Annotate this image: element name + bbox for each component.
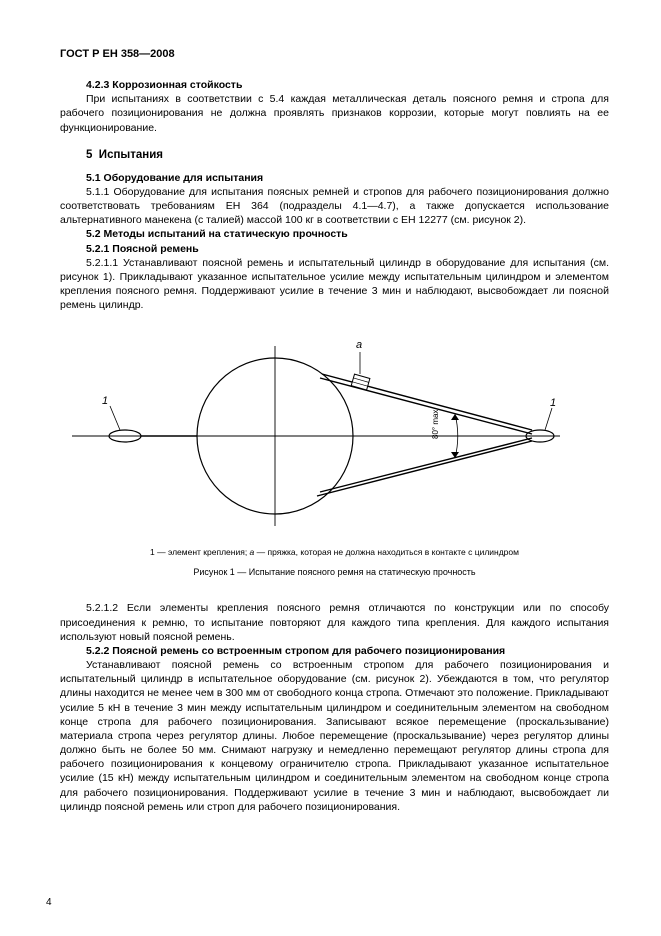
section-5-2-2-body: Устанавливают поясной ремень со встроенн…: [60, 658, 609, 814]
figure-1: 1 1 a: [60, 326, 609, 541]
section-5-2-1-heading: 5.2.1 Поясной ремень: [60, 242, 609, 256]
title-522: Поясной ремень со встроенным стропом для…: [112, 645, 505, 657]
figure-1-svg: 1 1 a: [60, 326, 600, 536]
label-1-right: 1: [550, 397, 556, 409]
angle-label: 80° max: [431, 410, 440, 439]
section-5-1-body: 5.1.1 Оборудование для испытания поясных…: [60, 185, 609, 228]
section-5-2-heading: 5.2 Методы испытаний на статическую проч…: [60, 227, 609, 241]
num-521: 5.2.1: [86, 243, 109, 255]
section-4-2-3-heading: 4.2.3 Коррозионная стойкость: [60, 78, 609, 92]
label-1-left: 1: [102, 395, 108, 407]
title-5: Испытания: [99, 149, 163, 161]
num-51: 5.1: [86, 172, 101, 184]
section-5-2-1-1-body: 5.2.1.1 Устанавливают поясной ремень и и…: [60, 256, 609, 313]
document-page: ГОСТ Р ЕН 358—2008 4.2.3 Коррозионная ст…: [0, 0, 661, 936]
figure-1-legend: 1 — элемент крепления; a — пряжка, котор…: [60, 547, 609, 557]
label-a: a: [356, 339, 362, 351]
title-423: Коррозионная стойкость: [112, 79, 242, 91]
title-51: Оборудование для испытания: [104, 172, 264, 184]
document-code: ГОСТ Р ЕН 358—2008: [60, 48, 609, 60]
num-5: 5: [86, 149, 92, 161]
num-522: 5.2.2: [86, 645, 109, 657]
num-52: 5.2: [86, 228, 101, 240]
title-52: Методы испытаний на статическую прочност…: [104, 228, 348, 240]
num-423: 4.2.3: [86, 79, 109, 91]
section-5-1-heading: 5.1 Оборудование для испытания: [60, 171, 609, 185]
section-5-heading: 5 Испытания: [60, 149, 609, 161]
figure-1-caption: Рисунок 1 — Испытание поясного ремня на …: [60, 567, 609, 577]
section-4-2-3-body: При испытаниях в соответствии с 5.4 кажд…: [60, 92, 609, 135]
title-521: Поясной ремень: [112, 243, 198, 255]
legend-prefix: 1 — элемент крепления;: [150, 547, 250, 557]
page-number: 4: [46, 897, 52, 908]
section-5-2-2-heading: 5.2.2 Поясной ремень со встроенным строп…: [60, 644, 609, 658]
section-5-2-1-2-body: 5.2.1.2 Если элементы крепления поясного…: [60, 601, 609, 644]
legend-suffix: — пряжка, которая не должна находиться в…: [254, 547, 519, 557]
